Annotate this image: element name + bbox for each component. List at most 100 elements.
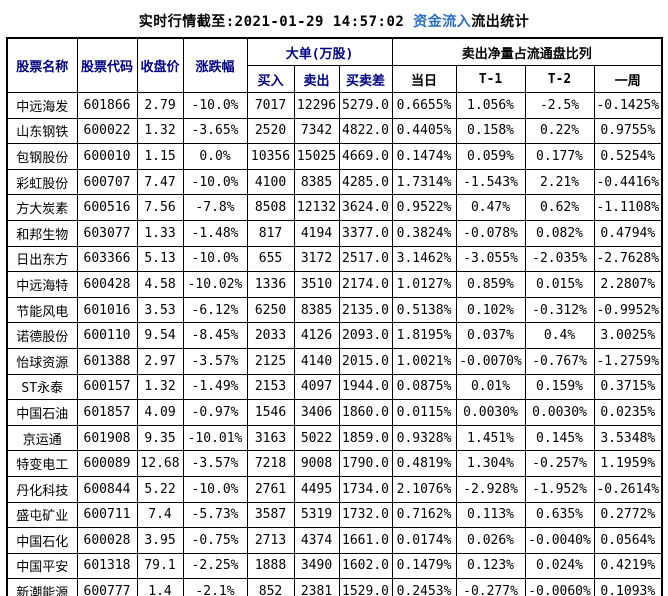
close-price-cell: 2.97 [136,347,184,375]
t2-ratio-cell: 0.62% [524,194,595,221]
stock-code-link[interactable]: 601388 [76,347,138,375]
close-price-cell: 1.32 [136,117,184,145]
day-ratio-cell: 0.1479% [391,552,457,580]
change-pct-cell: -1.48% [182,219,248,247]
close-price-cell: 7.4 [136,501,184,529]
stock-code-link[interactable]: 600844 [76,475,138,503]
sell-volume-cell: 4126 [293,322,340,349]
sell-volume-cell: 12132 [293,194,340,221]
stock-name-link[interactable]: 诺德股份 [6,322,78,349]
stock-code-link[interactable]: 600428 [76,271,138,298]
t2-ratio-cell: 0.177% [524,143,595,170]
buy-sell-diff-cell: 3377.0 [338,219,393,247]
stock-code-link[interactable]: 601857 [76,399,138,426]
buy-volume-cell: 6250 [246,296,295,324]
stock-name-link[interactable]: ST永泰 [6,373,78,401]
sell-volume-cell: 2381 [293,578,340,596]
stock-code-link[interactable]: 600711 [76,501,138,529]
stock-code-link[interactable]: 600022 [76,117,138,145]
stock-code-link[interactable]: 600028 [76,527,138,554]
stock-name-link[interactable]: 山东钢铁 [6,117,78,145]
t1-ratio-cell: 1.304% [455,450,526,477]
page-title: 实时行情截至:2021-01-29 14:57:02 资金流入流出统计 [0,0,668,37]
title-outflow-stats-text: 流出统计 [471,14,530,30]
change-pct-cell: -10.0% [182,92,248,119]
t2-ratio-cell: -2.5% [524,92,595,119]
buy-sell-diff-cell: 1602.0 [338,552,393,580]
stock-code-link[interactable]: 600010 [76,143,138,170]
stock-name-link[interactable]: 中国平安 [6,552,78,580]
day-ratio-cell: 0.1474% [391,143,457,170]
stock-name-link[interactable]: 包钢股份 [6,143,78,170]
change-pct-cell: -10.02% [182,271,248,298]
sell-volume-cell: 3490 [293,552,340,580]
table-row: 丹化科技 600844 5.22 -10.0% 2761 4495 1734.0 2.1076… [6,475,663,503]
day-ratio-cell: 0.9328% [391,424,457,452]
day-ratio-cell: 0.9522% [391,194,457,221]
buy-sell-diff-cell: 4669.0 [338,143,393,170]
change-pct-cell: 0.0% [182,143,248,170]
buy-sell-diff-cell: 2135.0 [338,296,393,324]
stock-name-link[interactable]: 中远海发 [6,92,78,119]
stock-code-link[interactable]: 603077 [76,219,138,247]
stock-name-link[interactable]: 和邦生物 [6,219,78,247]
capital-inflow-link[interactable]: 资金流入 [413,14,472,30]
stock-name-link[interactable]: 盛屯矿业 [6,501,78,529]
buy-sell-diff-cell: 2093.0 [338,322,393,349]
week-ratio-cell: 0.2772% [593,501,663,529]
week-ratio-cell: 0.0564% [593,527,663,554]
week-ratio-cell: 0.0235% [593,399,663,426]
t2-ratio-cell: 0.635% [524,501,595,529]
week-ratio-cell: -0.9952% [593,296,663,324]
stock-code-link[interactable]: 603366 [76,245,138,273]
stock-name-link[interactable]: 京运通 [6,424,78,452]
change-pct-cell: -10.0% [182,475,248,503]
buy-volume-cell: 2761 [246,475,295,503]
stock-code-link[interactable]: 601016 [76,296,138,324]
stock-name-link[interactable]: 方大炭素 [6,194,78,221]
close-price-cell: 4.58 [136,271,184,298]
stock-code-link[interactable]: 600707 [76,168,138,196]
close-price-cell: 2.79 [136,92,184,119]
stock-name-link[interactable]: 中国石化 [6,527,78,554]
stock-code-link[interactable]: 600516 [76,194,138,221]
week-ratio-cell: 3.0025% [593,322,663,349]
buy-sell-diff-cell: 2174.0 [338,271,393,298]
change-pct-cell: -1.49% [182,373,248,401]
col-header-day: 当日 [391,65,457,93]
stock-code-link[interactable]: 600089 [76,450,138,477]
buy-volume-cell: 3163 [246,424,295,452]
stock-name-link[interactable]: 节能风电 [6,296,78,324]
day-ratio-cell: 1.0021% [391,347,457,375]
change-pct-cell: -3.57% [182,347,248,375]
t1-ratio-cell: 0.102% [455,296,526,324]
week-ratio-cell: -0.1425% [593,92,663,119]
t2-ratio-cell: -0.767% [524,347,595,375]
stock-code-link[interactable]: 601318 [76,552,138,580]
stock-name-link[interactable]: 丹化科技 [6,475,78,503]
stock-code-link[interactable]: 600157 [76,373,138,401]
buy-sell-diff-cell: 1944.0 [338,373,393,401]
stock-name-link[interactable]: 彩虹股份 [6,168,78,196]
week-ratio-cell: 0.5254% [593,143,663,170]
close-price-cell: 1.4 [136,578,184,596]
t1-ratio-cell: 0.113% [455,501,526,529]
buy-volume-cell: 2125 [246,347,295,375]
stock-code-link[interactable]: 600777 [76,578,138,596]
table-row: 山东钢铁 600022 1.32 -3.65% 2520 7342 4822.0 0.4405… [6,117,663,145]
week-ratio-cell: 0.1093% [593,578,663,596]
stock-name-link[interactable]: 中国石油 [6,399,78,426]
stock-name-link[interactable]: 中远海特 [6,271,78,298]
stock-code-link[interactable]: 601866 [76,92,138,119]
stock-code-link[interactable]: 600110 [76,322,138,349]
stock-name-link[interactable]: 新潮能源 [6,578,78,596]
close-price-cell: 1.15 [136,143,184,170]
stock-name-link[interactable]: 怡球资源 [6,347,78,375]
t2-ratio-cell: 0.015% [524,271,595,298]
t2-ratio-cell: 0.145% [524,424,595,452]
stock-code-link[interactable]: 601908 [76,424,138,452]
sell-volume-cell: 4097 [293,373,340,401]
stock-name-link[interactable]: 特变电工 [6,450,78,477]
stock-name-link[interactable]: 日出东方 [6,245,78,273]
t1-ratio-cell: 0.47% [455,194,526,221]
